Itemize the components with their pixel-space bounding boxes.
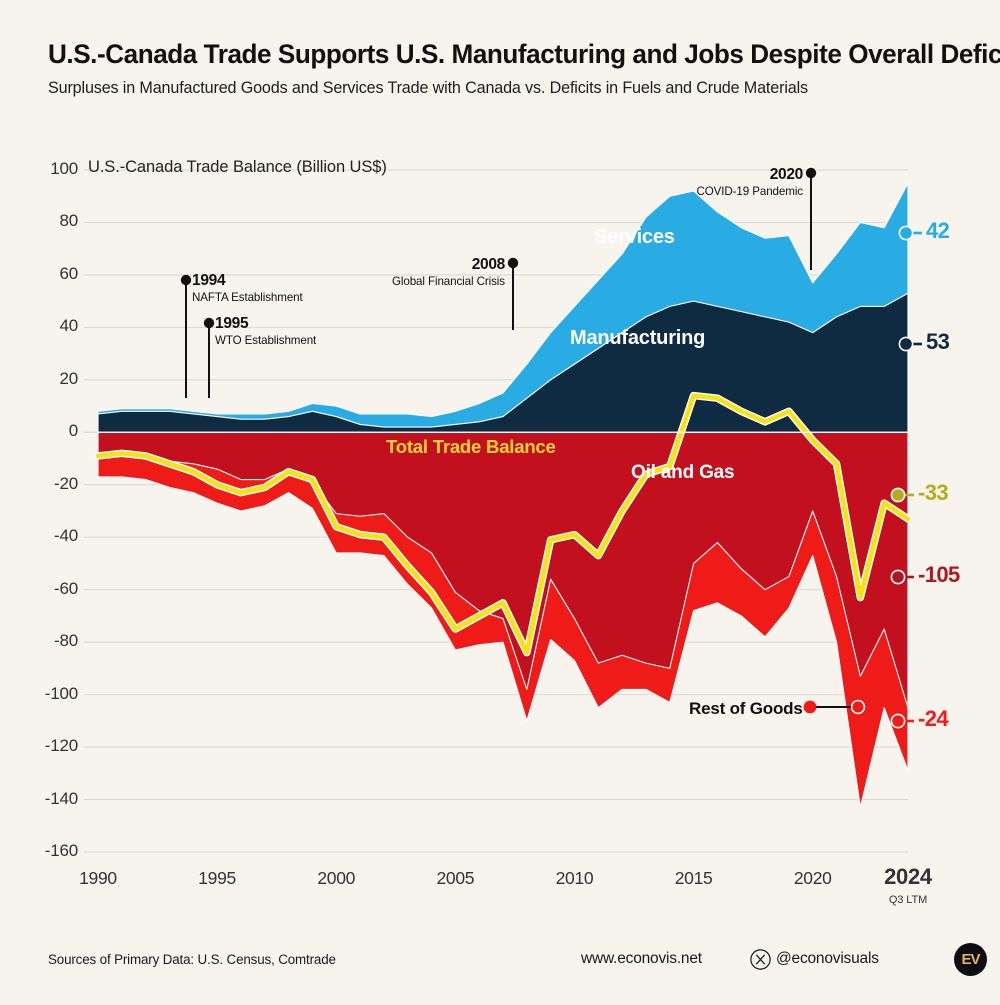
end-label-oil_and_gas: -105 xyxy=(918,562,960,587)
econovisuals-logo: EV xyxy=(954,943,987,976)
x-tick-label: 2000 xyxy=(317,868,356,888)
end-label-dot-oil_and_gas xyxy=(890,569,906,585)
annotation-year: 1995 xyxy=(215,315,249,332)
end-label-manufacturing: 53 xyxy=(926,329,950,354)
series-label-rest-of-goods: Rest of Goods xyxy=(689,699,803,718)
annotation-dot xyxy=(203,317,215,329)
annotation-2020: 2020 COVID-19 Pandemic xyxy=(403,166,803,198)
x-tick-label: 1995 xyxy=(198,868,236,888)
y-tick-label: 100 xyxy=(50,159,78,178)
annotation-1995: 1995 WTO Establishment xyxy=(215,315,316,347)
y-tick-label: 80 xyxy=(59,211,78,231)
series-label-services: Services xyxy=(594,226,675,248)
logo-text: EV xyxy=(961,951,980,968)
y-tick-label: -80 xyxy=(54,631,78,651)
website-link[interactable]: www.econovis.net xyxy=(581,950,702,967)
x-tick-label: 2005 xyxy=(436,868,475,888)
page-subtitle: Surpluses in Manufactured Goods and Serv… xyxy=(48,78,808,97)
annotation-year: 2008 xyxy=(471,256,506,273)
series-label-total-trade-balance: Total Trade Balance xyxy=(386,436,556,457)
x-logo-icon xyxy=(750,949,771,970)
x-tick-label: 2015 xyxy=(674,868,713,888)
series-label-manufacturing: Manufacturing xyxy=(570,327,706,349)
y-tick-label: -120 xyxy=(44,736,78,756)
annotation-dot xyxy=(180,274,192,286)
end-label-services: 42 xyxy=(926,218,950,243)
x-tick-sublabel: Q3 LTM xyxy=(888,894,928,906)
y-tick-label: -60 xyxy=(54,578,78,598)
y-tick-label: -160 xyxy=(44,841,78,860)
annotation-description: COVID-19 Pandemic xyxy=(696,185,803,198)
x-tick-label: 1990 xyxy=(79,868,117,888)
annotation-dot xyxy=(507,257,519,269)
y-tick-label: 0 xyxy=(68,421,78,441)
end-label-total_balance: -33 xyxy=(918,480,949,505)
annotation-year: 1994 xyxy=(192,272,226,289)
end-label-dot-manufacturing xyxy=(898,336,914,352)
end-label-rest_of_goods: -24 xyxy=(918,706,949,731)
annotation-description: WTO Establishment xyxy=(215,334,317,347)
annotation-description: Global Financial Crisis xyxy=(391,275,505,288)
annotation-1994: 1994 NAFTA Establishment xyxy=(192,272,303,304)
rest-of-goods-anchor-dot xyxy=(850,699,866,715)
y-tick-label: 40 xyxy=(59,316,78,336)
end-label-dot-services xyxy=(898,225,914,241)
y-tick-label: -140 xyxy=(44,788,78,808)
annotation-2008: 2008 Global Financial Crisis xyxy=(105,256,505,288)
annotation-dot xyxy=(805,167,817,179)
page-title: U.S.-Canada Trade Supports U.S. Manufact… xyxy=(48,39,1000,69)
footer: Sources of Primary Data: U.S. Census, Co… xyxy=(48,943,987,992)
end-label-dot-rest_of_goods xyxy=(890,713,906,729)
y-tick-label: -20 xyxy=(54,473,78,493)
x-tick-label: 2024 xyxy=(884,864,932,889)
series-label-oil-and-gas: Oil and Gas xyxy=(631,462,735,483)
rest-of-goods-callout-dot xyxy=(803,700,817,714)
x-tick-label: 2020 xyxy=(793,868,832,888)
y-axis-ticks: 100 80 60 40 20 0 -20 -40 -60 -80 -100 -120 -140 -160 xyxy=(16,0,78,1000)
y-tick-label: -100 xyxy=(44,683,78,703)
y-axis-title: U.S.-Canada Trade Balance (Billion US$) xyxy=(88,158,387,176)
annotation-year: 2020 xyxy=(769,166,804,183)
y-tick-label: 60 xyxy=(59,263,78,283)
line-total-trade-balance xyxy=(95,393,911,655)
y-tick-label: -40 xyxy=(54,526,78,546)
sources-text: Sources of Primary Data: U.S. Census, Co… xyxy=(48,952,336,967)
annotation-description: NAFTA Establishment xyxy=(192,291,303,304)
social-handle[interactable]: @econovisuals xyxy=(776,950,879,967)
x-tick-label: 2010 xyxy=(555,868,594,888)
end-label-dot-total_balance xyxy=(890,487,906,503)
header: U.S.-Canada Trade Supports U.S. Manufact… xyxy=(48,39,1000,98)
y-tick-label: 20 xyxy=(59,368,78,388)
